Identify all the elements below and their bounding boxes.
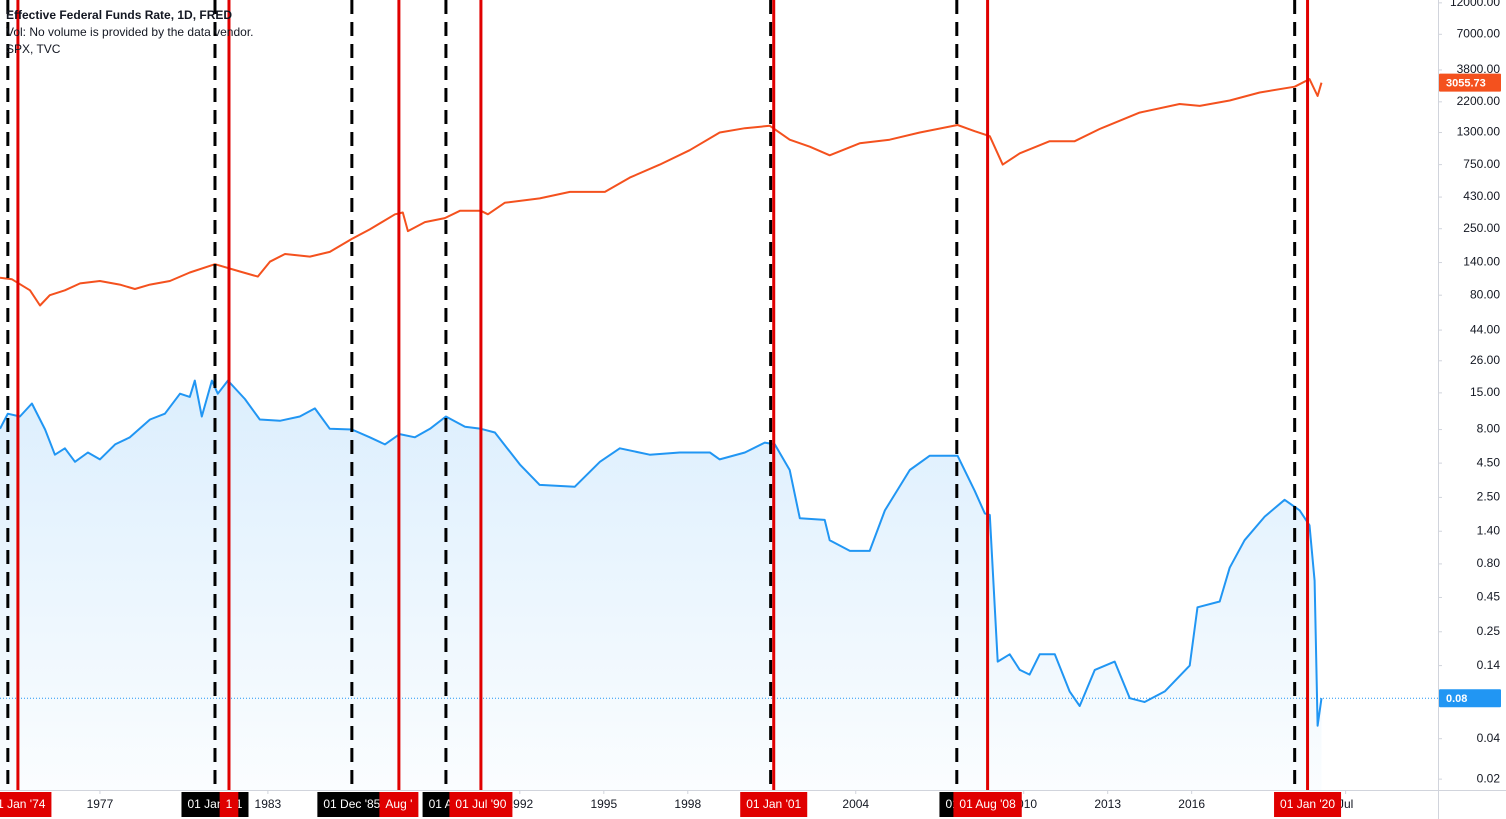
event-label-box — [449, 792, 513, 817]
subtitle: Vol: No volume is provided by the data v… — [6, 25, 253, 39]
last-value-tag — [1439, 73, 1501, 92]
event-label: 01 Jan '20 — [1274, 792, 1342, 817]
y-tick-label: 2200.00 — [1457, 94, 1501, 108]
event-label-box — [317, 792, 387, 817]
event-label: 01 Jan '81 — [181, 792, 249, 817]
event-label-box — [0, 792, 52, 817]
event-label: 01 Dec '85 — [317, 792, 387, 817]
y-tick-label: 15.00 — [1470, 385, 1500, 399]
x-tick-label: 1998 — [674, 797, 701, 811]
legend-entry: SPX, TVC — [6, 42, 61, 56]
event-label-text: 01 Jan '20 — [1280, 797, 1335, 811]
series-line — [0, 379, 1323, 727]
plot-area — [0, 0, 1438, 790]
event-label-box — [1274, 792, 1342, 817]
chart-title: Effective Federal Funds Rate, 1D, FRED — [6, 8, 232, 22]
last-value-tag — [1439, 689, 1501, 708]
y-tick-label: 250.00 — [1463, 221, 1500, 235]
y-tick-label: 8.00 — [1477, 422, 1501, 436]
x-tick-label: 1995 — [590, 797, 617, 811]
event-label-text: 01 Aug '08 — [959, 797, 1016, 811]
y-tick-label: 2.50 — [1477, 490, 1501, 504]
event-label: 01 Jan '74 — [0, 792, 52, 817]
last-value-label: 3055.73 — [1446, 78, 1486, 90]
y-tick-label: 0.25 — [1477, 624, 1501, 638]
event-label: Aug ' — [379, 792, 419, 817]
event-label-text: 1 — [226, 797, 233, 811]
series-area — [0, 380, 1322, 790]
event-label-text: 01 Jan '01 — [746, 797, 801, 811]
y-tick-label: 80.00 — [1470, 287, 1500, 301]
y-tick-label: 26.00 — [1470, 353, 1500, 367]
x-tick-label: 2013 — [1094, 797, 1121, 811]
event-label-text: 01 Jul '90 — [455, 797, 506, 811]
y-tick-label: 0.14 — [1477, 658, 1501, 672]
event-label: 01 Jan '01 — [740, 792, 808, 817]
event-label-text: 01 Dec '85 — [323, 797, 380, 811]
axes: 12000.00 7000.00 3800.00 2200.00 1300.00 750.… — [87, 0, 1501, 811]
x-tick-label: 1977 — [87, 797, 114, 811]
event-label-text: 01 Jan '74 — [0, 797, 46, 811]
y-tick-label: 750.00 — [1463, 157, 1500, 171]
event-label: 1 — [219, 792, 239, 817]
x-tick-label: 1983 — [255, 797, 282, 811]
y-tick-label: 12000.00 — [1450, 0, 1500, 9]
x-tick-label: 1992 — [506, 797, 533, 811]
event-label-box — [379, 792, 419, 817]
y-tick-label: 140.00 — [1463, 255, 1500, 269]
event-label-text: Aug ' — [385, 797, 412, 811]
y-tick-label: 4.50 — [1477, 455, 1501, 469]
event-label: 01 Aug '08 — [953, 792, 1022, 817]
y-tick-label: 1300.00 — [1457, 125, 1501, 139]
y-tick-label: 0.04 — [1477, 731, 1501, 745]
y-tick-label: 7000.00 — [1457, 26, 1501, 40]
event-label-box — [953, 792, 1022, 817]
y-tick-label: 0.45 — [1477, 590, 1501, 604]
y-tick-label: 0.02 — [1477, 771, 1501, 785]
event-label-box — [740, 792, 808, 817]
last-value-label: 0.08 — [1446, 693, 1467, 705]
y-tick-label: 44.00 — [1470, 322, 1500, 336]
x-tick-label: 2004 — [842, 797, 869, 811]
y-tick-label: 430.00 — [1463, 189, 1500, 203]
event-label: 01 Jul '90 — [449, 792, 513, 817]
y-tick-label: 3800.00 — [1457, 62, 1501, 76]
x-tick-label: Jul — [1338, 797, 1353, 811]
x-tick-label: 2016 — [1178, 797, 1205, 811]
event-label-box — [219, 792, 239, 817]
series-line — [0, 78, 1323, 307]
y-tick-label: 1.40 — [1477, 523, 1501, 537]
price-tags: 3055.73 0.08 — [1439, 73, 1501, 708]
y-tick-label: 0.80 — [1477, 556, 1501, 570]
